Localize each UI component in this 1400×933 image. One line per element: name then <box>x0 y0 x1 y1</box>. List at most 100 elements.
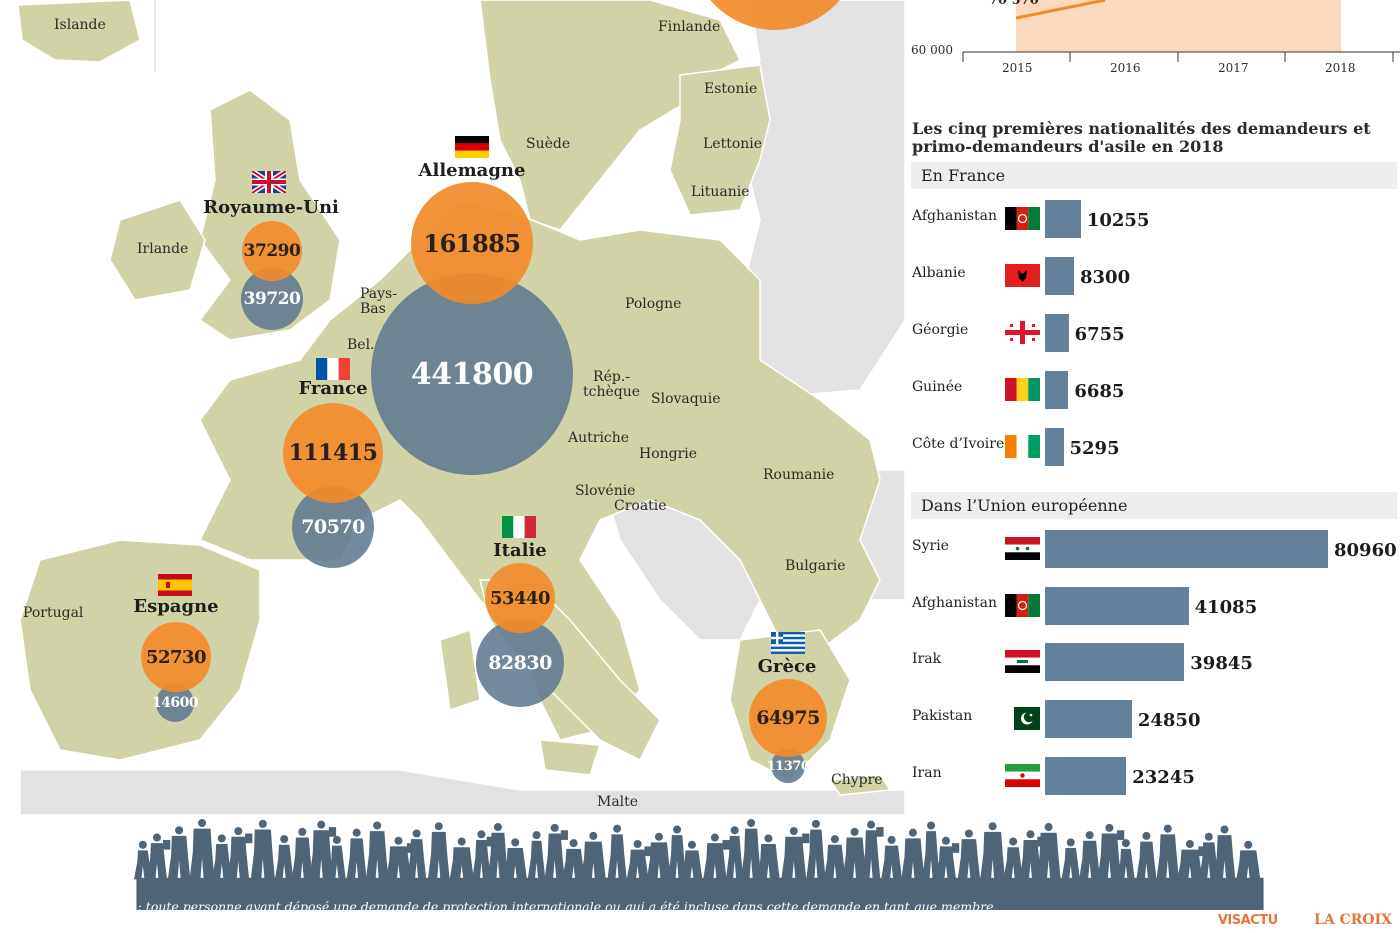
person-body <box>527 840 546 880</box>
person-body <box>562 848 585 880</box>
ue-bar <box>1045 530 1328 568</box>
person-bag <box>1198 846 1206 857</box>
ue-value-label: 39845 <box>1190 653 1253 674</box>
sources-credit: Sources : Eurostat VISACTU pour LA CROIX <box>1073 910 1392 928</box>
la-croix-logo: LA CROIX <box>1314 912 1392 928</box>
person-head <box>532 831 541 840</box>
trend-year-2017: 2017 <box>1218 61 1249 75</box>
footer: * Demandeur d’asile : toute personne aya… <box>0 815 1400 933</box>
person-bag <box>245 833 253 844</box>
person-head <box>613 824 622 833</box>
france-value-label: 6755 <box>1074 324 1125 345</box>
person-body <box>741 828 762 880</box>
person-head <box>964 829 973 838</box>
eu-land <box>17 0 892 796</box>
person-head <box>830 835 839 844</box>
france-value-label: 10255 <box>1086 210 1150 231</box>
person-head <box>298 827 307 836</box>
ue-value-label: 80960 <box>1334 540 1397 561</box>
person-head <box>198 819 207 828</box>
person-body <box>781 836 807 880</box>
row-country: Pakistan <box>912 708 973 724</box>
georgia-flag-icon <box>1005 321 1040 344</box>
person-bag <box>644 846 652 857</box>
person-head <box>1026 830 1035 839</box>
ue-row-irak: Irak 39845 <box>905 642 1400 682</box>
section-en-france: En France <box>911 162 1397 189</box>
syria-flag-icon <box>1005 537 1040 560</box>
person-head <box>633 839 642 849</box>
sources-text: Sources : Eurostat <box>1072 910 1214 928</box>
france-row-guinee: Guinée 6685 <box>905 370 1400 410</box>
spain-flag-icon <box>158 574 192 596</box>
pour-text: pour <box>1281 913 1311 927</box>
crowd-silhouette-illustration <box>134 819 1264 910</box>
person-head <box>1142 831 1151 840</box>
person-body <box>503 848 527 880</box>
uk-flag-icon <box>252 171 286 193</box>
france-value-label: 8300 <box>1080 267 1131 288</box>
ue-bar <box>1045 700 1132 738</box>
title-espagne: Espagne <box>133 596 219 617</box>
bubble-france-demandeurs: 111415 <box>283 403 383 503</box>
person-body <box>250 829 275 880</box>
person-head <box>654 832 663 841</box>
section-union-europeenne: Dans l’Union européenne <box>911 492 1397 519</box>
person-head <box>332 835 341 844</box>
label-pologne: Pologne <box>625 296 682 312</box>
person-body <box>580 841 606 880</box>
pakistan-flag-icon <box>1005 707 1040 730</box>
person-body <box>1199 842 1219 880</box>
person-bag <box>406 843 415 853</box>
label-roumanie: Roumanie <box>763 467 835 483</box>
france-bar <box>1045 257 1074 295</box>
person-body <box>626 849 649 880</box>
person-body <box>291 837 313 880</box>
person-head <box>1244 840 1253 849</box>
person-head <box>280 835 289 844</box>
person-body <box>386 846 411 880</box>
label-bulgarie: Bulgarie <box>785 558 846 574</box>
person-bag <box>328 827 337 837</box>
person-head <box>1009 837 1018 846</box>
person-body <box>346 838 367 880</box>
map-background <box>17 0 905 815</box>
afghanistan-flag-icon <box>1005 594 1040 617</box>
label-portugal: Portugal <box>23 605 84 621</box>
label-irlande: Irlande <box>137 241 189 257</box>
person-head <box>1066 838 1075 847</box>
person-head <box>927 821 936 830</box>
person-head <box>1204 832 1213 841</box>
person-body <box>842 837 867 880</box>
person-head <box>352 828 361 837</box>
person-head <box>511 838 520 847</box>
person-head <box>730 826 739 835</box>
person-head <box>1163 824 1172 833</box>
person-body <box>646 842 672 880</box>
title-allemagne: Allemagne <box>418 160 526 181</box>
person-head <box>1085 831 1094 840</box>
person-body <box>146 843 168 880</box>
nationalities-title-line2: primo-demandeurs d'asile en 2018 <box>912 137 1224 156</box>
person-head <box>457 837 466 846</box>
person-head <box>1044 823 1053 832</box>
person-head <box>258 819 267 828</box>
person-head <box>988 822 997 831</box>
person-body <box>681 850 703 880</box>
label-slovaquie: Slovaquie <box>651 391 721 407</box>
trend-chart <box>962 0 1400 62</box>
footnote-line2: de la famille au cours de la période de … <box>4 914 1013 929</box>
trend-y-label: 60 000 <box>911 43 953 57</box>
person-body <box>1079 840 1101 880</box>
person-body <box>309 830 333 880</box>
person-body <box>1213 835 1236 880</box>
person-head <box>908 828 917 837</box>
france-row-afghanistan: Afghanistan 10255 <box>905 199 1400 239</box>
france-row-georgie: Géorgie 6755 <box>905 313 1400 353</box>
person-body <box>806 829 826 880</box>
person-body <box>274 844 294 880</box>
label-hongrie: Hongrie <box>639 446 698 462</box>
person-body <box>1177 849 1203 880</box>
row-country: Guinée <box>912 379 963 395</box>
title-royaume-uni: Royaume-Uni <box>203 197 339 218</box>
